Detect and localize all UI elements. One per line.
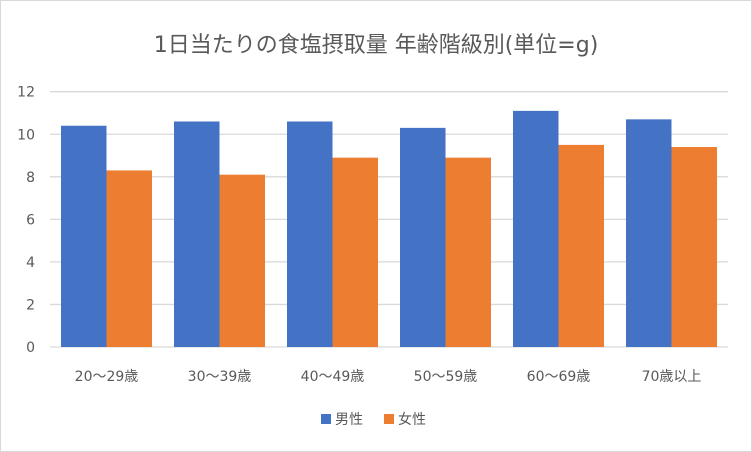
- x-tick-label: 50～59歳: [414, 369, 478, 385]
- bars: [61, 110, 717, 348]
- chart-title: 1日当たりの食塩摂取量 年齢階級別(単位=g): [154, 33, 599, 58]
- legend-label: 男性: [335, 412, 363, 428]
- y-tick-label: 4: [26, 255, 35, 271]
- x-tick-label: 20～29歳: [75, 369, 139, 385]
- x-tick-label: 70歳以上: [642, 369, 702, 385]
- bar-female: [106, 170, 152, 347]
- bar-female: [445, 157, 491, 347]
- y-tick-label: 2: [26, 297, 35, 313]
- bar-male: [61, 125, 107, 348]
- bar-male: [513, 110, 559, 347]
- x-tick-label: 60～69歳: [527, 369, 591, 385]
- x-tick-label: 30～39歳: [188, 369, 252, 385]
- x-axis-ticks: 20～29歳 30～39歳 40～49歳 50～59歳 60～69歳 70歳以上: [75, 369, 702, 385]
- legend-label: 女性: [398, 411, 426, 428]
- legend: 男性 女性: [321, 411, 426, 428]
- bar-female: [219, 174, 265, 347]
- bar-female: [332, 157, 378, 347]
- legend-swatch: [384, 414, 394, 424]
- bar-male: [400, 127, 446, 348]
- y-tick-label: 12: [17, 85, 35, 101]
- bar-male: [174, 121, 220, 347]
- y-tick-label: 10: [17, 127, 35, 143]
- gridlines: [50, 91, 728, 348]
- y-tick-label: 8: [26, 170, 35, 186]
- bar-female: [558, 144, 604, 347]
- x-tick-label: 40～49歳: [301, 369, 365, 385]
- y-tick-label: 6: [26, 212, 35, 228]
- y-axis-ticks: 0 2 4 6 8 10 12: [17, 85, 35, 356]
- bar-female: [671, 147, 717, 347]
- y-tick-label: 0: [26, 340, 35, 356]
- bar-male: [287, 121, 333, 347]
- legend-swatch: [321, 414, 331, 424]
- bar-male: [626, 119, 672, 347]
